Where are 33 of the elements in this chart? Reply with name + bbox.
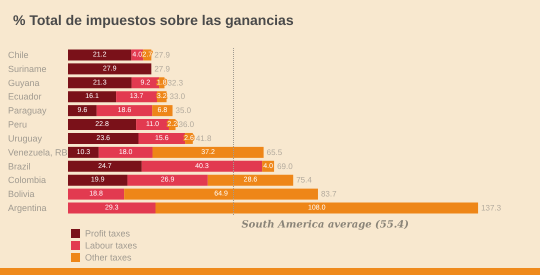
y-tick-label: Chile bbox=[8, 50, 29, 60]
y-tick-label: Guyana bbox=[8, 78, 40, 88]
legend-label: Labour taxes bbox=[85, 240, 138, 250]
bar bbox=[142, 160, 262, 172]
y-tick-label: Brazil bbox=[8, 161, 31, 172]
total-label: 33.0 bbox=[170, 92, 186, 102]
legend-label: Profit taxes bbox=[85, 228, 131, 238]
y-tick-label: Suriname bbox=[8, 64, 47, 74]
total-label: 75.4 bbox=[296, 176, 312, 185]
ref-line-label: South America average (55.4) bbox=[241, 220, 410, 230]
y-tick-label: Colombia bbox=[8, 175, 46, 186]
y-tick-label: Bolivia bbox=[8, 189, 35, 200]
legend-label: Other taxes bbox=[85, 252, 132, 262]
y-tick-label: Venezuela, RB bbox=[8, 147, 68, 158]
bar bbox=[152, 146, 264, 158]
total-label: 27.9 bbox=[154, 50, 170, 60]
total-label: 41.8 bbox=[196, 134, 212, 143]
y-tick-label: Peru bbox=[8, 120, 28, 130]
total-label: 36.0 bbox=[178, 120, 195, 130]
total-label: 27.9 bbox=[154, 64, 170, 74]
total-label: 32.3 bbox=[167, 78, 184, 88]
total-label: 65.5 bbox=[266, 148, 283, 157]
total-label: 35.0 bbox=[176, 106, 192, 116]
y-tick-label: Paraguay bbox=[8, 106, 48, 116]
total-label: 83.7 bbox=[320, 190, 338, 199]
total-label: 137.3 bbox=[481, 204, 502, 213]
y-tick-label: Uruguay bbox=[8, 133, 43, 144]
bar bbox=[124, 188, 318, 200]
chart-title: % Total de impuestos sobre las ganancias bbox=[13, 12, 294, 28]
y-tick-label: Ecuador bbox=[8, 92, 42, 102]
bar bbox=[156, 202, 478, 214]
y-tick-label: Argentina bbox=[8, 203, 47, 214]
total-label: 69.0 bbox=[277, 162, 294, 171]
